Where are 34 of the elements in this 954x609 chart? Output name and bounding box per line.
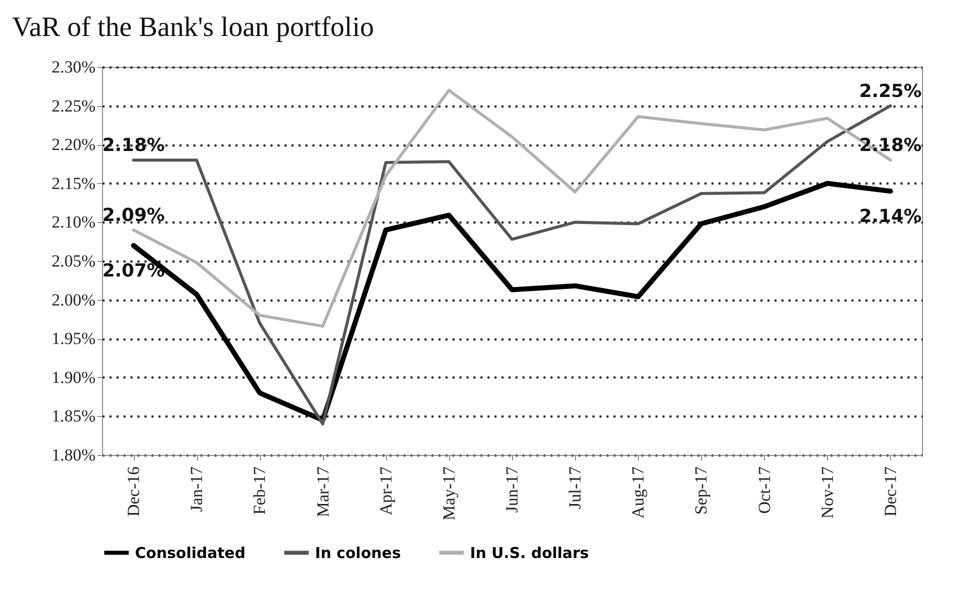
data-label: 2.25% [859, 80, 922, 102]
x-tick-label: Jun-17 [502, 466, 522, 513]
x-tick-label: Dec-17 [880, 466, 900, 517]
y-tick-label: 2.10% [52, 212, 96, 232]
y-tick-label: 2.30% [52, 58, 96, 76]
legend-label: Consolidated [135, 544, 246, 562]
y-tick-label: 1.90% [52, 368, 96, 387]
chart-title: VaR of the Bank's loan portfolio [12, 12, 374, 43]
x-tick-label: Feb-17 [250, 466, 270, 515]
legend-label: In colones [315, 544, 401, 562]
x-tick-label: Dec-16 [124, 466, 144, 517]
x-tick-label: Oct-17 [754, 466, 774, 514]
y-tick-label: 2.05% [52, 252, 96, 270]
x-tick-label: May-17 [439, 466, 458, 520]
data-label: 2.18% [859, 135, 922, 156]
x-tick-label: Jul-17 [566, 466, 585, 509]
x-tick-label: Nov-17 [818, 466, 837, 518]
x-tick-label: Sep-17 [692, 466, 711, 515]
y-tick-label: 2.25% [52, 96, 96, 116]
y-tick-label: 2.20% [52, 135, 96, 154]
y-tick-label: 1.85% [52, 406, 96, 426]
data-label: 2.18% [102, 135, 165, 156]
data-label: 2.07% [102, 260, 165, 282]
x-tick-label: Aug-17 [628, 466, 648, 518]
data-label: 2.14% [859, 206, 922, 228]
x-tick-label: Jan-17 [187, 466, 206, 512]
x-tick-label: Mar-17 [313, 466, 332, 518]
y-tick-label: 2.00% [52, 290, 96, 310]
y-tick-label: 1.80% [52, 446, 96, 464]
x-tick-label: Apr-17 [376, 466, 396, 516]
data-label: 2.09% [102, 204, 165, 226]
y-tick-label: 2.15% [52, 174, 96, 193]
legend-label: In U.S. dollars [470, 544, 589, 562]
y-tick-label: 1.95% [52, 329, 96, 348]
